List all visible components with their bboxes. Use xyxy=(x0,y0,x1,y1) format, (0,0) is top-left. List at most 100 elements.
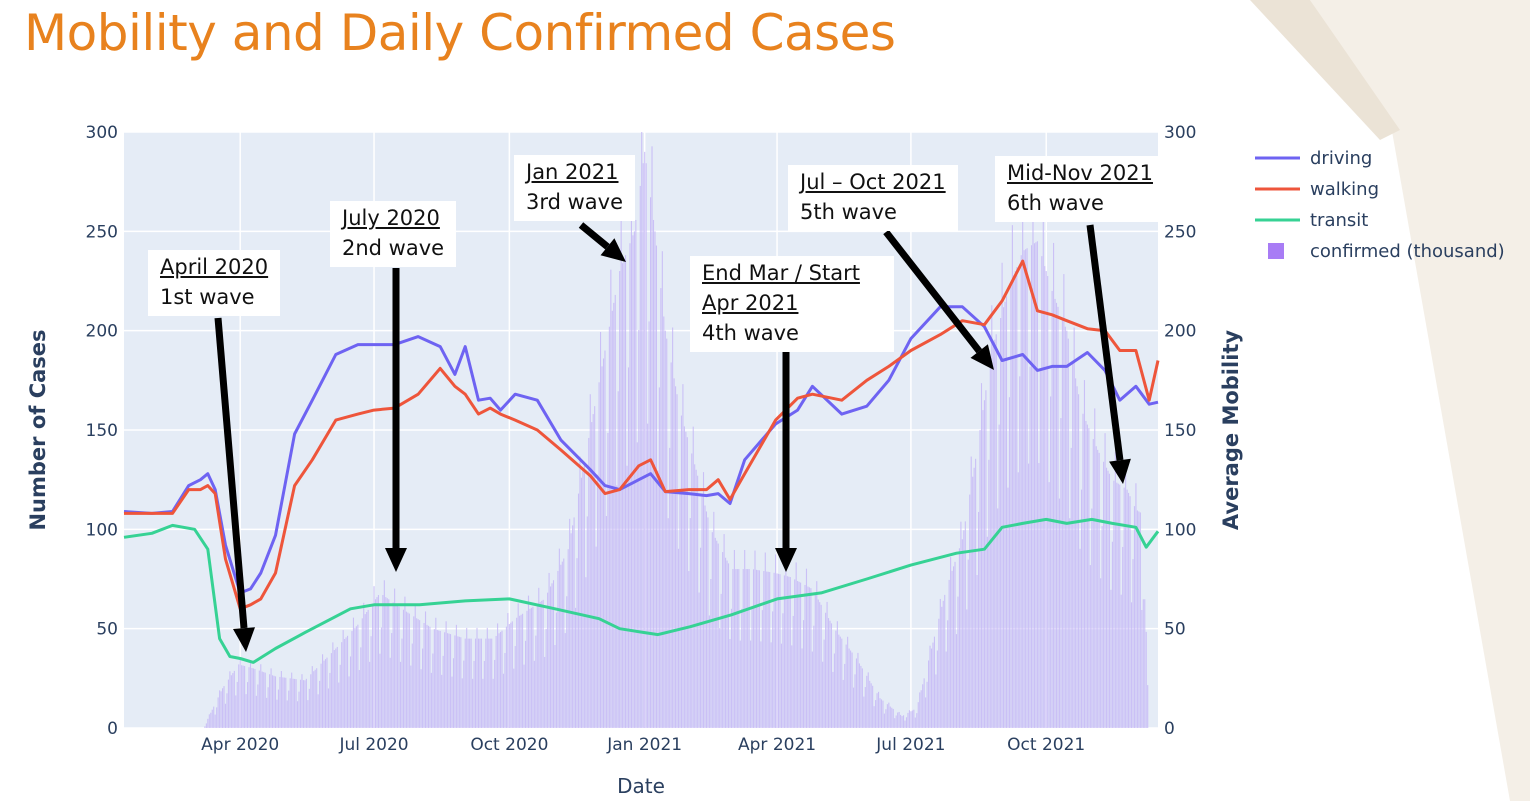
confirmed-bar xyxy=(630,180,632,728)
confirmed-bar xyxy=(330,653,332,728)
confirmed-bar xyxy=(430,672,432,728)
confirmed-bar xyxy=(277,689,279,728)
annotation-1st-wave: April 2020 1st wave xyxy=(148,250,281,316)
confirmed-bar xyxy=(211,709,213,728)
confirmed-bar xyxy=(530,607,532,728)
confirmed-bar xyxy=(1098,452,1100,728)
confirmed-bar xyxy=(1094,408,1096,728)
confirmed-bar xyxy=(997,508,999,728)
confirmed-bar xyxy=(616,485,618,728)
confirmed-bar xyxy=(842,679,844,728)
confirmed-bar xyxy=(635,219,637,728)
confirmed-bar xyxy=(870,683,872,728)
confirmed-bar xyxy=(1053,242,1055,728)
confirmed-bar xyxy=(970,456,972,728)
confirmed-bar xyxy=(811,651,813,728)
confirmed-bar xyxy=(991,305,993,728)
y-tick-label-left: 0 xyxy=(107,719,118,739)
annotation-text: 1st wave xyxy=(160,285,255,309)
y-tick-label-right: 300 xyxy=(1164,123,1196,143)
y-tick-label-right: 50 xyxy=(1164,620,1186,640)
series-line-transit xyxy=(123,517,1160,664)
confirmed-bar xyxy=(775,554,777,728)
confirmed-bar xyxy=(1020,255,1022,728)
confirmed-bar xyxy=(363,602,365,728)
confirmed-bar xyxy=(950,557,952,728)
confirmed-bar xyxy=(1091,508,1093,728)
confirmed-bar xyxy=(1086,424,1088,728)
confirmed-bar xyxy=(988,459,990,728)
confirmed-bar xyxy=(927,660,930,728)
confirmed-bar xyxy=(800,582,802,728)
annotation-arrow-head xyxy=(1109,458,1131,484)
confirmed-bar xyxy=(361,618,363,728)
confirmed-bar xyxy=(641,132,643,728)
confirmed-bar xyxy=(760,641,762,728)
confirmed-bar xyxy=(695,469,697,728)
confirmed-bar xyxy=(217,697,219,728)
confirmed-bar xyxy=(224,703,227,728)
confirmed-bar xyxy=(1111,541,1113,728)
confirmed-bar xyxy=(801,648,803,728)
confirmed-bar xyxy=(830,623,833,728)
confirmed-bar xyxy=(758,570,760,728)
confirmed-bar xyxy=(411,643,413,728)
confirmed-bar xyxy=(1141,609,1143,728)
confirmed-bar xyxy=(485,638,487,728)
confirmed-bar xyxy=(610,269,612,728)
confirmed-bar xyxy=(797,580,799,728)
confirmed-bar xyxy=(844,663,846,728)
confirmed-bar xyxy=(936,650,938,728)
confirmed-bar xyxy=(1023,250,1025,728)
confirmed-bar xyxy=(1030,245,1033,729)
confirmed-bar xyxy=(951,570,953,728)
confirmed-bar xyxy=(1117,483,1119,728)
confirmed-bar xyxy=(386,598,388,728)
confirmed-bar xyxy=(517,603,519,728)
confirmed-bar xyxy=(261,671,263,728)
confirmed-bar xyxy=(476,627,478,728)
confirmed-bar xyxy=(669,447,671,728)
confirmed-bar xyxy=(776,573,778,728)
confirmed-bar xyxy=(1035,242,1037,728)
confirmed-bar xyxy=(401,638,403,728)
confirmed-bar xyxy=(539,601,541,728)
confirmed-bar xyxy=(613,302,615,728)
confirmed-bar xyxy=(817,599,819,728)
confirmed-bar xyxy=(460,637,462,728)
confirmed-bar xyxy=(449,634,452,728)
confirmed-bar xyxy=(457,636,459,728)
confirmed-bar xyxy=(1011,225,1013,728)
confirmed-bar xyxy=(1047,276,1049,728)
confirmed-bar xyxy=(704,505,706,728)
y-axis-title-right: Average Mobility xyxy=(1219,330,1243,531)
confirmed-bar xyxy=(911,710,913,728)
confirmed-bar xyxy=(895,715,897,728)
confirmed-bar xyxy=(1080,489,1083,728)
confirmed-bar xyxy=(219,690,221,728)
confirmed-bar xyxy=(541,600,543,728)
confirmed-bar xyxy=(957,596,959,728)
confirmed-bar xyxy=(1101,526,1103,728)
y-tick-label-left: 250 xyxy=(86,222,118,242)
confirmed-bar xyxy=(688,571,690,728)
confirmed-bar xyxy=(254,668,256,728)
confirmed-bar xyxy=(402,609,405,728)
confirmed-bar xyxy=(410,665,412,728)
confirmed-bar xyxy=(498,633,500,728)
confirmed-bar xyxy=(570,533,572,728)
confirmed-bar xyxy=(1019,376,1021,728)
confirmed-bar xyxy=(725,557,727,728)
confirmed-bar xyxy=(319,680,321,728)
confirmed-bar xyxy=(698,592,700,728)
confirmed-bar xyxy=(900,714,902,728)
confirmed-bar xyxy=(804,584,806,728)
confirmed-bar xyxy=(1108,473,1111,728)
confirmed-bar xyxy=(1013,275,1015,728)
confirmed-bar xyxy=(914,717,916,728)
confirmed-bar xyxy=(205,723,207,728)
confirmed-bar xyxy=(847,636,849,728)
confirmed-bar xyxy=(482,678,484,728)
confirmed-bar xyxy=(533,660,535,728)
confirmed-bar xyxy=(585,577,587,728)
